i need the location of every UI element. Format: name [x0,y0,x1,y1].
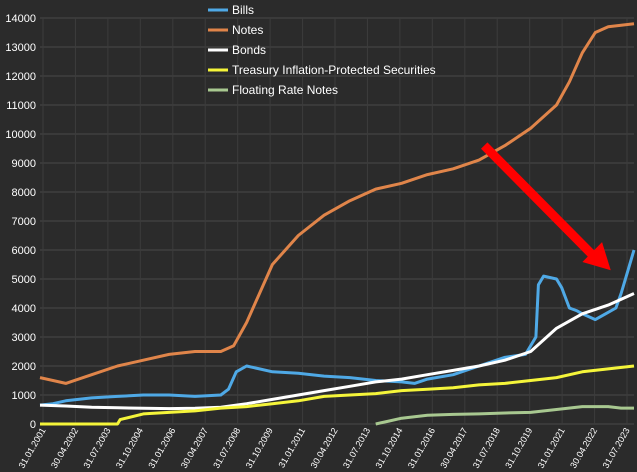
series-line-bonds [39,292,635,411]
legend-label: Bonds [232,43,266,57]
series-line-notes [39,22,635,385]
y-tick-label: 13000 [5,42,36,54]
y-tick-label: 5000 [12,274,36,286]
y-tick-label: 12000 [5,71,36,83]
y-tick-label: 1000 [12,390,36,402]
y-axis-ticks: 0 1000 2000 3000 4000 5000 6000 7000 8000 9000 100… [5,13,36,431]
series-line-floating-rate-notes [375,405,634,426]
y-tick-label: 11000 [6,100,36,112]
grid-lines [40,17,634,425]
series-lines [39,22,636,426]
legend-label: Floating Rate Notes [232,83,338,97]
y-tick-label: 4000 [12,303,36,315]
red-arrow-head [582,242,611,271]
y-tick-label: 0 [30,419,36,431]
y-tick-label: 10000 [5,129,36,141]
y-tick-label: 2000 [12,361,36,373]
red-arrow-shaft [481,142,602,265]
y-tick-label: 14000 [5,13,36,25]
y-tick-label: 7000 [12,216,36,228]
series-line-treasury-inflation-protected-securities [40,364,635,426]
legend-label: Bills [232,3,254,17]
y-tick-label: 3000 [12,332,36,344]
legend: Bills Notes Bonds Treasury Inflation-Protec… [208,3,436,97]
series-line-bills [39,249,636,407]
y-tick-label: 6000 [12,245,36,257]
y-tick-label: 8000 [12,187,36,199]
legend-label: Treasury Inflation-Protected Securities [232,63,436,77]
legend-label: Notes [232,23,263,37]
y-tick-label: 9000 [12,158,36,170]
annotations [481,142,611,271]
